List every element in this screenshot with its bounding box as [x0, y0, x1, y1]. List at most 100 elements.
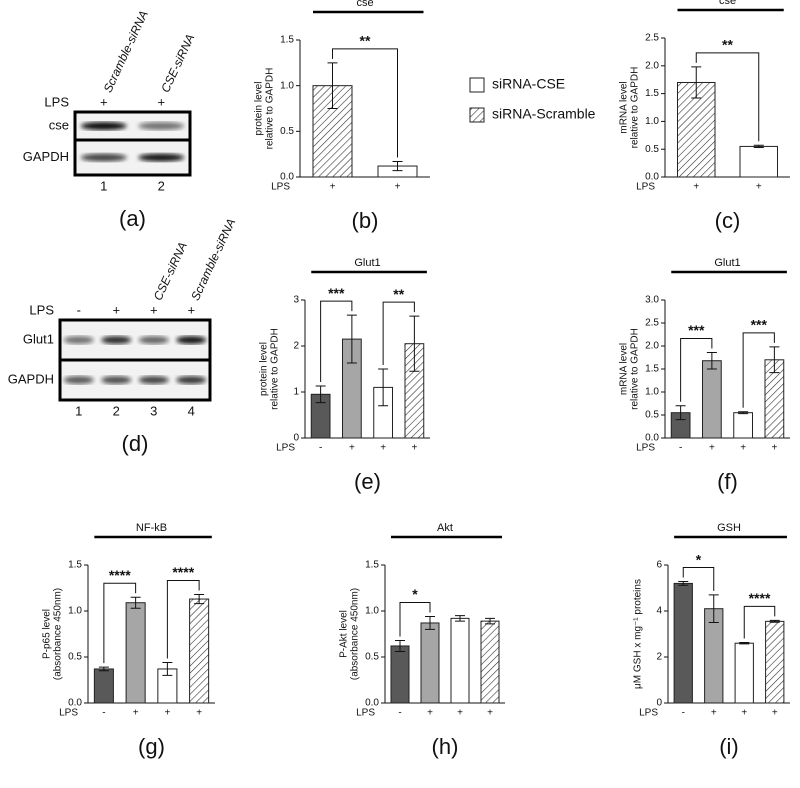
panel-label: (b)	[352, 208, 379, 233]
chart-title: Glut1	[354, 257, 380, 269]
lps-mark: +	[150, 302, 158, 317]
blot-band	[176, 336, 207, 344]
bar	[702, 360, 722, 439]
x-axis-label: LPS	[276, 443, 295, 454]
error-bar	[425, 616, 435, 630]
x-tick-label: +	[411, 443, 417, 454]
x-tick-label: +	[740, 443, 746, 454]
significance-bracket	[332, 48, 398, 158]
lps-label: LPS	[44, 94, 69, 109]
blot-band	[63, 336, 94, 344]
error-bar	[395, 639, 405, 652]
x-tick-label: +	[772, 708, 778, 719]
blot-band	[138, 153, 185, 162]
x-tick-label: +	[756, 182, 762, 193]
y-tick-label: 1	[293, 387, 299, 398]
blot-band	[138, 376, 169, 384]
x-tick-label: +	[457, 708, 463, 719]
x-tick-label: +	[741, 708, 747, 719]
error-bar	[346, 314, 357, 364]
significance-bracket	[320, 300, 353, 383]
x-tick-label: +	[693, 182, 699, 193]
x-tick-label: -	[682, 708, 685, 719]
chart-title: NF-kB	[136, 522, 167, 534]
error-bar	[675, 405, 686, 421]
error-bar	[409, 315, 420, 372]
panel-label: (i)	[719, 734, 739, 759]
y-tick-label: 1.5	[645, 364, 659, 375]
lps-mark: +	[157, 94, 165, 109]
y-tick-label: 1.5	[645, 88, 659, 99]
y-tick-label: 3.0	[645, 295, 659, 306]
y-tick-label: 1.0	[645, 116, 659, 127]
y-axis-label: mRNA level	[619, 343, 630, 395]
y-tick-label: 0	[656, 698, 662, 709]
panel-label: (e)	[354, 469, 381, 494]
bar	[733, 412, 753, 439]
y-tick-label: 2.0	[645, 60, 659, 71]
lps-label: LPS	[29, 302, 54, 317]
blot-band	[176, 376, 207, 384]
y-tick-label: 0.0	[280, 172, 294, 183]
y-tick-label: 1.0	[645, 387, 659, 398]
legend-label: siRNA-Scramble	[492, 106, 596, 122]
legend-swatch	[469, 107, 485, 123]
legend-swatch	[469, 77, 485, 93]
y-tick-label: 1.0	[280, 80, 294, 91]
blot-row-label: GAPDH	[8, 371, 54, 386]
y-tick-label: 4	[656, 606, 662, 617]
x-axis-label: LPS	[356, 708, 375, 719]
chart-title: cse	[719, 0, 736, 7]
x-tick-label: +	[380, 443, 386, 454]
y-tick-label: 2.0	[645, 341, 659, 352]
chart-title: cse	[356, 0, 373, 9]
blot-band	[80, 122, 127, 130]
error-bar	[378, 368, 389, 407]
error-bar	[769, 346, 780, 374]
blot-row-label: GAPDH	[23, 149, 69, 164]
x-tick-label: +	[771, 443, 777, 454]
y-axis-label: P-Akt level	[339, 610, 350, 658]
lps-mark: +	[187, 302, 195, 317]
error-bar	[455, 615, 465, 622]
x-tick-label: -	[319, 443, 322, 454]
y-tick-label: 0.5	[68, 652, 82, 663]
legend-label: siRNA-CSE	[492, 76, 565, 92]
significance-bracket	[695, 52, 760, 142]
y-tick-label: 0	[293, 433, 299, 444]
y-tick-label: 2.5	[645, 33, 659, 44]
significance-bracket	[382, 301, 415, 365]
blot-band	[101, 336, 132, 344]
error-bar	[753, 144, 764, 149]
x-tick-label: +	[164, 708, 170, 719]
chart-title: GSH	[717, 522, 741, 534]
y-tick-label: 0.0	[645, 433, 659, 444]
y-axis-label: relative to GAPDH	[630, 328, 641, 410]
y-axis-label: protein level	[259, 342, 270, 396]
column-label: CSE-siRNA	[158, 32, 197, 95]
bar	[765, 620, 785, 704]
significance-label: ***	[751, 317, 768, 333]
lps-mark: +	[100, 94, 108, 109]
y-axis-label: μM GSH x mg⁻¹ proteins	[633, 579, 644, 689]
y-tick-label: 2	[656, 652, 662, 663]
y-tick-label: 2	[293, 341, 299, 352]
error-bar	[678, 581, 689, 586]
bar	[739, 145, 778, 178]
bar	[93, 668, 114, 704]
y-axis-label: protein level	[254, 82, 265, 136]
lane-number: 1	[75, 403, 82, 418]
bar	[312, 85, 353, 178]
x-tick-label: +	[487, 708, 493, 719]
blot-band	[63, 376, 94, 384]
y-axis-label: P-p65 level	[42, 609, 53, 659]
y-axis-label: mRNA level	[619, 81, 630, 133]
error-bar	[392, 160, 403, 172]
error-bar	[769, 619, 780, 623]
y-tick-label: 0.5	[280, 126, 294, 137]
y-tick-label: 0.0	[365, 698, 379, 709]
blot-band	[101, 376, 132, 384]
bar	[673, 582, 693, 704]
blot-band	[138, 336, 169, 344]
